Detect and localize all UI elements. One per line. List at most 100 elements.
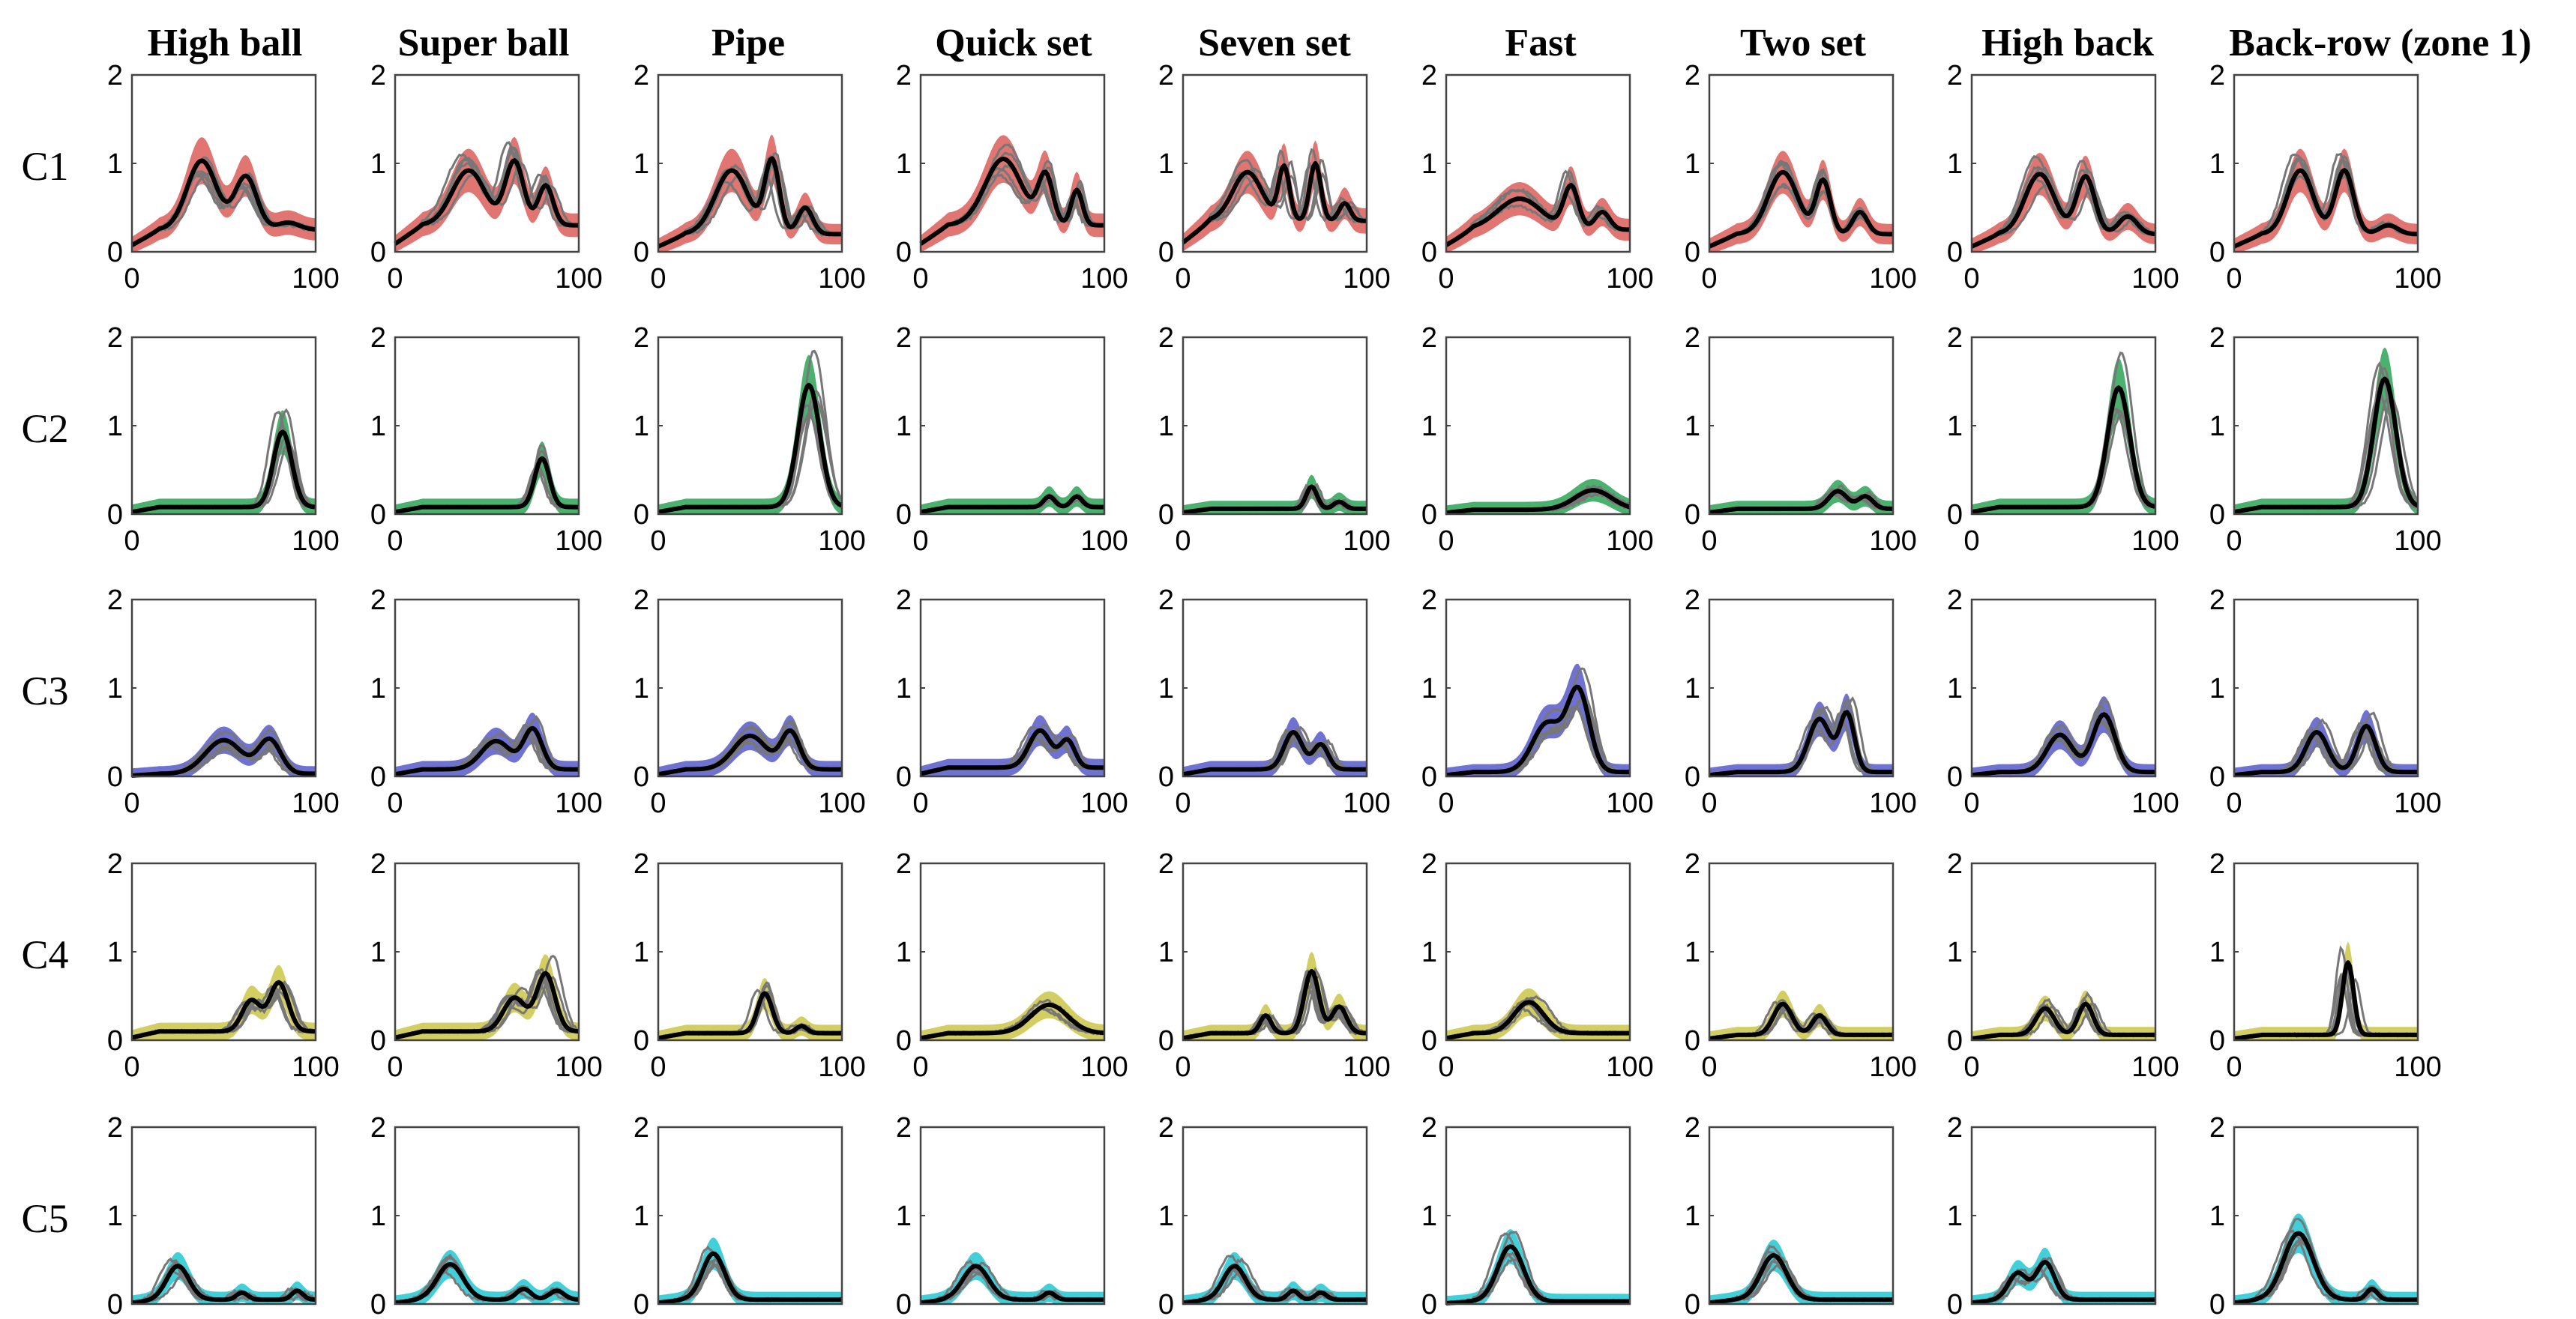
x-tick-label: 100 (555, 788, 602, 819)
panel: 0 1 2 0 100 (634, 848, 866, 1083)
y-tick-label: 1 (1947, 411, 1963, 442)
y-tick-label: 0 (2209, 1025, 2225, 1057)
y-tick-label: 2 (1158, 1112, 1174, 1144)
y-tick-label: 0 (1421, 499, 1437, 531)
y-tick-label: 1 (2209, 937, 2225, 968)
y-tick-label: 1 (370, 411, 386, 442)
variability-band (658, 1237, 842, 1304)
mean-curve (1709, 1001, 1894, 1041)
x-tick-label: 0 (1175, 788, 1191, 819)
mean-curve (657, 1251, 843, 1306)
mean-curve (131, 736, 316, 778)
panel: 0 1 2 0 100 (634, 1112, 866, 1319)
y-tick-label: 0 (2209, 499, 2225, 531)
x-tick-label: 100 (555, 525, 602, 557)
x-tick-label: 100 (292, 788, 339, 819)
variability-band (1183, 716, 1367, 776)
panel: 0 1 2 0 100 (1947, 848, 2179, 1083)
panel: 0 1 2 0 100 (1421, 60, 1654, 295)
panel: 0 1 2 0 100 (370, 60, 603, 295)
individual-trace (2233, 945, 2418, 1040)
panel: 0 1 2 0 100 (107, 848, 340, 1083)
y-tick-label: 2 (1421, 585, 1437, 616)
x-tick-label: 0 (1963, 788, 1979, 819)
y-tick-label: 0 (1158, 1025, 1174, 1057)
variability-band (658, 354, 842, 514)
variability-band (132, 965, 316, 1040)
panel: 0 1 2 0 100 (1685, 1112, 1917, 1319)
column-title: Super ball (398, 22, 570, 64)
y-tick-label: 0 (896, 1025, 912, 1057)
y-tick-label: 0 (370, 237, 386, 268)
y-tick-label: 2 (1685, 1112, 1700, 1144)
panel: 0 1 2 0 100 (1158, 1112, 1391, 1319)
mean-curve (1182, 1264, 1367, 1306)
y-tick-label: 2 (634, 322, 649, 354)
panel: 0 1 2 0 100 (107, 1112, 340, 1319)
panel: 0 1 2 0 100 (1685, 322, 1917, 557)
mean-curve (1971, 712, 2156, 778)
row-label: C3 (21, 668, 68, 713)
mean-curve (1709, 489, 1894, 515)
x-tick-label: 0 (387, 525, 403, 557)
y-tick-label: 0 (1685, 499, 1700, 531)
variability-band (1709, 480, 1893, 514)
y-tick-label: 2 (896, 1112, 912, 1144)
panel: 0 1 2 0 100 (634, 585, 866, 819)
y-tick-label: 1 (1947, 148, 1963, 180)
axes-box (1182, 336, 1368, 516)
y-tick-label: 0 (1421, 1289, 1437, 1319)
y-tick-label: 1 (634, 411, 649, 442)
column-title: High back (1981, 22, 2154, 64)
y-tick-label: 0 (1947, 1025, 1963, 1057)
y-tick-label: 1 (2209, 411, 2225, 442)
mean-curve (1709, 1253, 1894, 1306)
axes-box (394, 862, 580, 1042)
mean-curve (2233, 1231, 2419, 1306)
y-tick-label: 1 (1158, 673, 1174, 704)
y-tick-label: 0 (1685, 1025, 1700, 1057)
x-tick-label: 100 (1606, 263, 1653, 295)
mean-curve (1971, 1260, 2156, 1306)
y-tick-label: 2 (1685, 848, 1700, 880)
variability-band (1972, 990, 2155, 1040)
y-tick-label: 1 (2209, 148, 2225, 180)
variability-band (1709, 990, 1893, 1040)
x-tick-label: 100 (818, 788, 865, 819)
y-tick-label: 1 (1685, 148, 1700, 180)
x-tick-label: 100 (1080, 1315, 1128, 1319)
y-tick-label: 2 (1421, 322, 1437, 354)
axes-box (394, 1126, 580, 1306)
axes-box (2233, 862, 2419, 1042)
y-tick-label: 2 (1158, 848, 1174, 880)
y-tick-label: 1 (634, 148, 649, 180)
x-tick-label: 0 (1438, 525, 1454, 557)
mean-curve (1970, 172, 2156, 249)
x-tick-label: 0 (2226, 1051, 2242, 1083)
y-tick-label: 1 (1158, 937, 1174, 968)
x-tick-label: 100 (1343, 1051, 1390, 1083)
x-tick-label: 0 (650, 525, 666, 557)
x-tick-label: 100 (2394, 788, 2441, 819)
x-tick-label: 0 (124, 525, 139, 557)
y-tick-label: 1 (370, 673, 386, 704)
variability-band (395, 441, 579, 514)
variability-band (1972, 153, 2155, 252)
x-tick-label: 0 (124, 1051, 139, 1083)
axes-box (919, 862, 1106, 1042)
y-tick-label: 2 (896, 60, 912, 91)
y-tick-label: 1 (107, 937, 123, 968)
x-tick-label: 100 (1080, 525, 1128, 557)
x-tick-label: 100 (1606, 1315, 1653, 1319)
y-tick-label: 1 (1685, 411, 1700, 442)
panel: 0 1 2 0 100 (370, 322, 603, 557)
y-tick-label: 1 (1685, 937, 1700, 968)
x-tick-label: 100 (1606, 788, 1653, 819)
y-tick-label: 1 (1685, 1201, 1700, 1232)
panel: 0 1 2 0 100 (1947, 322, 2179, 557)
mean-curve (394, 158, 580, 246)
y-tick-label: 1 (896, 148, 912, 180)
x-tick-label: 100 (818, 1315, 865, 1319)
x-tick-label: 100 (1080, 1051, 1128, 1083)
x-tick-label: 0 (1438, 1051, 1454, 1083)
